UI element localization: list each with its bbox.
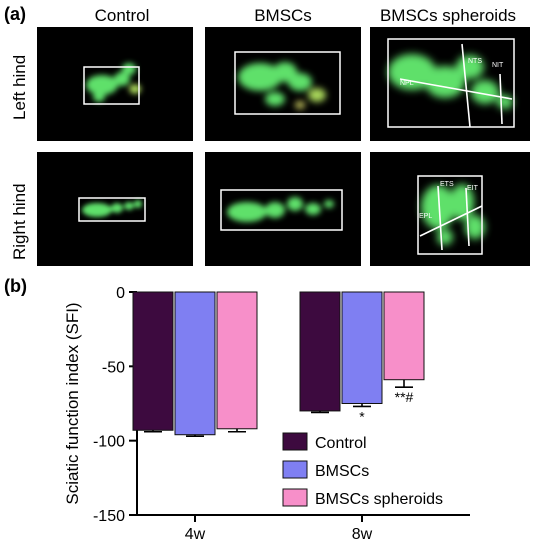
y-axis-label: Sciatic function index (SFI) (63, 302, 82, 504)
panel-b-label: (b) (4, 276, 27, 296)
label-epl: EPL (419, 213, 432, 220)
bar (341, 291, 383, 404)
legend-swatch (282, 488, 308, 507)
sfi-bar-chart: 0 -50 -100 -150 Sciatic function index (SFI)… (63, 285, 470, 543)
footprint-right-spheroids: ETS EIT EPL (370, 152, 530, 266)
legend-swatch (282, 460, 308, 479)
label-ets: ETS (440, 181, 454, 188)
footprint-left-spheroids: NPL NTS NIT (370, 27, 530, 141)
label-nit: NIT (492, 62, 504, 69)
bar (383, 291, 425, 381)
significance-label: **# (395, 389, 414, 405)
y-tick-label: -50 (102, 359, 125, 376)
footprint-right-control (37, 152, 193, 266)
legend-label: Control (315, 435, 367, 452)
y-tick-label: 0 (116, 285, 125, 302)
x-tick-label: 8w (352, 526, 373, 543)
column-title-control: Control (94, 6, 150, 25)
row-title-right-hind: Right hind (10, 183, 29, 260)
legend-label: BMSCs spheroids (315, 491, 443, 508)
bar (132, 291, 174, 431)
legend-label: BMSCs (315, 463, 369, 480)
significance-label: * (359, 408, 365, 424)
column-title-bmscs: BMSCs (254, 6, 312, 25)
bar (299, 291, 341, 412)
legend-swatch (282, 432, 308, 451)
panel-a-label: (a) (4, 4, 26, 24)
row-title-left-hind: Left hind (10, 54, 29, 120)
bar (216, 291, 258, 430)
y-tick-label: -100 (93, 434, 125, 451)
x-tick-label: 4w (185, 526, 206, 543)
bar (174, 291, 216, 436)
y-tick-label: -150 (93, 508, 125, 525)
label-npl: NPL (400, 80, 414, 87)
label-eit: EIT (467, 185, 479, 192)
label-nts: NTS (468, 58, 482, 65)
footprint-left-bmscs (205, 27, 361, 141)
column-title-bmscs-spheroids: BMSCs spheroids (379, 6, 517, 25)
footprint-right-bmscs (205, 152, 361, 266)
footprint-left-control (37, 27, 193, 141)
